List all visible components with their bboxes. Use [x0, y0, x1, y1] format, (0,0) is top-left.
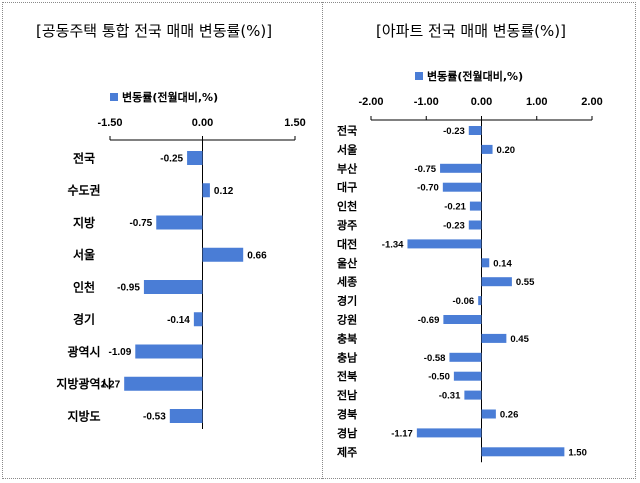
left-category-label: 수도권 [67, 184, 100, 198]
right-bar [416, 428, 482, 438]
left-bar [135, 344, 203, 359]
right-bar [443, 315, 482, 324]
right-data-label: -0.69 [418, 315, 440, 326]
left-x-tick-label: 0.00 [192, 117, 213, 129]
right-bar [468, 126, 482, 135]
left-category-label: 전국 [73, 150, 95, 165]
left-category-label: 경기 [73, 312, 95, 327]
panel-divider [322, 2, 323, 479]
left-category-label: 지방도 [67, 408, 100, 423]
right-category-label: 충북 [337, 331, 357, 345]
left-x-tick-label: -1.50 [97, 117, 122, 129]
left-data-label: -0.25 [160, 154, 183, 165]
left-data-label: -0.53 [143, 412, 166, 423]
right-category-label: 전남 [337, 388, 357, 402]
left-legend-swatch [110, 93, 118, 101]
right-x-tick-label: -1.00 [414, 96, 439, 108]
left-data-label: 1.27 [101, 379, 121, 390]
left-bar [156, 215, 203, 230]
right-bar [481, 144, 493, 154]
right-legend-label: 변동률(전월대비,%) [427, 69, 523, 83]
right-data-label: -0.23 [443, 221, 465, 232]
right-data-label: -1.34 [382, 239, 404, 250]
right-data-label: -0.06 [453, 296, 475, 307]
right-category-label: 부산 [337, 161, 357, 175]
right-chart-title: [아파트 전국 매매 변동률(%)] [376, 22, 566, 40]
right-bar [481, 333, 507, 343]
figure-frame [2, 2, 636, 479]
right-bar [478, 296, 482, 306]
right-bar [468, 220, 482, 230]
right-data-label: -0.58 [424, 353, 446, 364]
left-data-label: 0.12 [214, 186, 234, 197]
left-x-tick-label: 1.50 [284, 117, 305, 129]
right-category-label: 광주 [337, 219, 357, 232]
left-bar [169, 409, 203, 423]
right-category-label: 대구 [337, 180, 357, 194]
left-bar [124, 376, 203, 391]
right-category-label: 전국 [337, 123, 357, 137]
right-category-label: 울산 [337, 256, 357, 270]
right-legend-swatch [415, 72, 423, 80]
right-category-label: 세종 [337, 275, 357, 289]
right-data-label: 0.55 [516, 277, 535, 288]
right-x-tick-label: -2.00 [358, 96, 383, 108]
right-x-tick-label: 2.00 [581, 96, 602, 108]
right-category-label: 인천 [337, 199, 357, 213]
left-category-label: 지방광역시 [56, 376, 111, 391]
right-bar [453, 371, 482, 381]
left-category-label: 인천 [73, 279, 95, 294]
right-bar [464, 390, 482, 400]
left-chart-title: [공동주택 통합 전국 매매 변동률(%)] [36, 22, 273, 40]
right-bar [481, 409, 496, 419]
right-data-label: 0.14 [493, 258, 512, 269]
right-data-label: -0.21 [444, 202, 466, 213]
left-bar [143, 280, 203, 294]
right-category-label: 경북 [337, 407, 357, 421]
right-data-label: -1.17 [391, 428, 413, 439]
left-data-label: 0.66 [247, 250, 267, 261]
right-data-label: -0.31 [439, 391, 461, 402]
right-bar [481, 447, 565, 457]
right-data-label: -0.75 [414, 164, 436, 175]
right-x-tick-label: 0.00 [471, 96, 492, 108]
left-data-label: -0.75 [129, 218, 152, 229]
left-bar [193, 312, 203, 327]
right-x-tick-label: 1.00 [526, 96, 547, 108]
right-category-label: 경남 [337, 426, 357, 440]
right-data-label: 0.20 [497, 145, 516, 156]
right-bar [481, 277, 512, 287]
left-bar [187, 151, 203, 165]
right-category-label: 전북 [337, 369, 357, 383]
left-category-label: 지방 [73, 215, 95, 230]
right-category-label: 경기 [337, 294, 357, 308]
right-category-label: 제주 [337, 445, 357, 459]
right-data-label: 1.50 [568, 447, 587, 458]
left-bar [202, 183, 210, 198]
right-bar [469, 201, 482, 211]
left-bar [202, 247, 244, 262]
right-category-label: 강원 [337, 312, 357, 326]
left-bar-chart: 변동률(전월대비,%) -1.50 0.00 1.50 전국 -0.25 수도권 0.12 지방… [56, 90, 306, 429]
right-category-label: 서울 [337, 142, 357, 156]
right-data-label: -0.70 [417, 183, 439, 194]
right-category-label: 대전 [337, 237, 357, 251]
left-legend-label: 변동률(전월대비,%) [122, 90, 218, 104]
right-data-label: 0.45 [510, 334, 529, 345]
left-category-label: 광역시 [67, 344, 100, 359]
right-bar [481, 258, 490, 268]
right-data-label: -0.23 [443, 126, 465, 137]
right-bar [442, 182, 482, 192]
left-data-label: -0.95 [117, 283, 140, 294]
left-category-label: 서울 [73, 247, 95, 262]
right-data-label: -0.50 [428, 372, 450, 383]
right-category-label: 충남 [337, 350, 357, 364]
left-data-label: -0.14 [167, 315, 190, 326]
left-data-label: -1.09 [108, 347, 131, 358]
right-bar [449, 352, 482, 362]
right-data-label: 0.26 [500, 410, 519, 421]
right-bar [440, 163, 482, 173]
right-bar [407, 239, 482, 249]
